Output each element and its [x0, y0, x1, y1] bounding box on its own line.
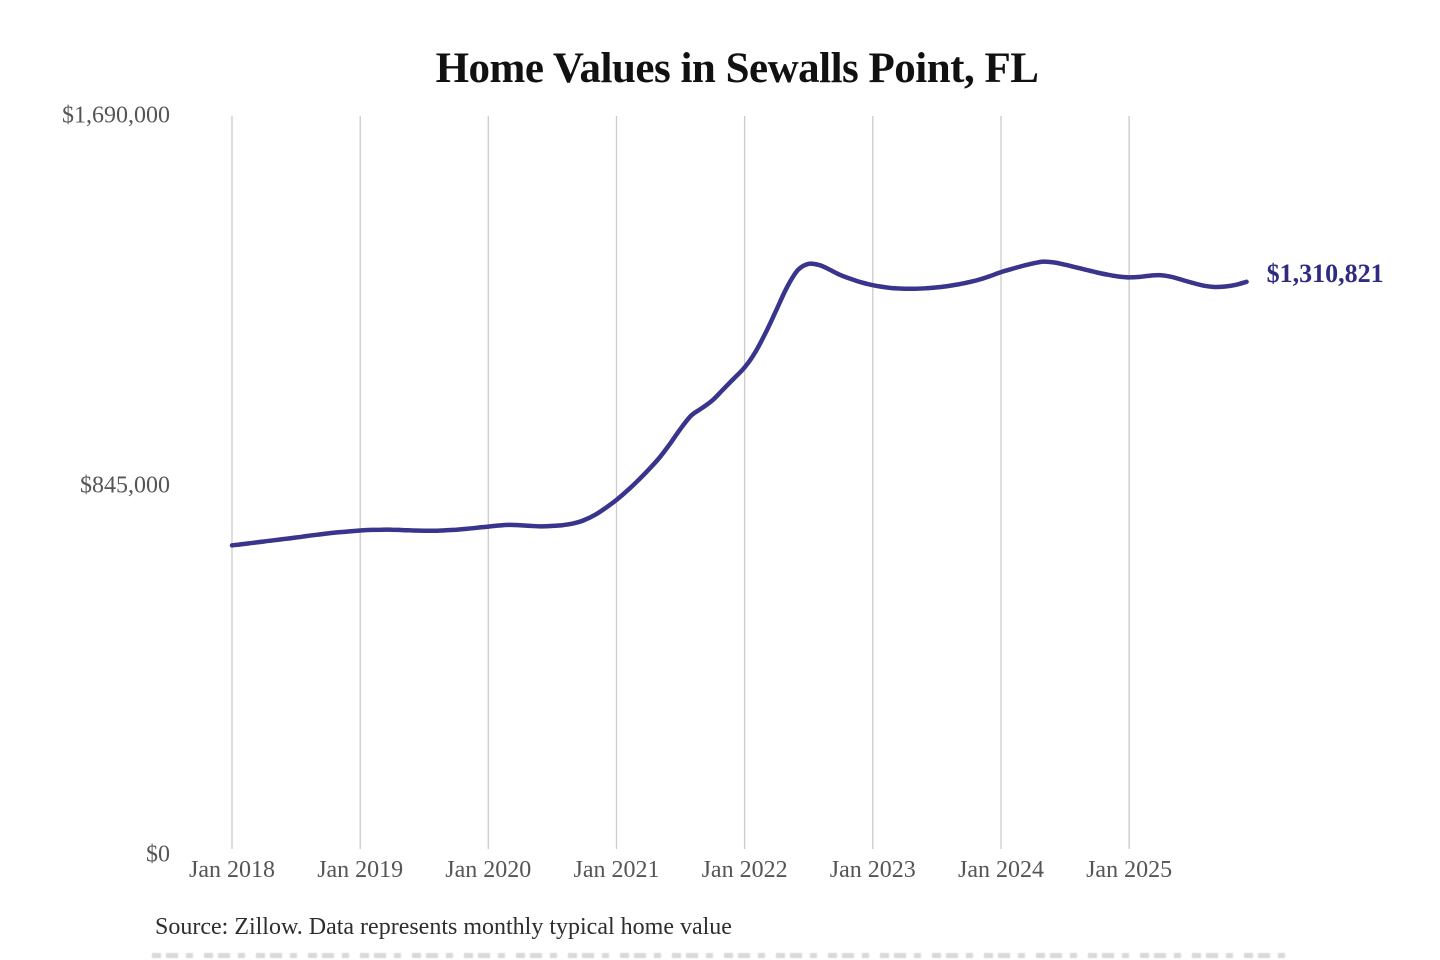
- chart-title: Home Values in Sewalls Point, FL: [435, 45, 1039, 92]
- x-axis-tick-label: Jan 2025: [1086, 857, 1173, 883]
- x-axis-tick-label: Jan 2020: [445, 857, 532, 883]
- source-note: Source: Zillow. Data represents monthly …: [155, 914, 732, 940]
- x-axis-tick-label: Jan 2018: [189, 857, 275, 883]
- x-axis-tick-label: Jan 2023: [829, 857, 916, 883]
- x-axis-tick-label: Jan 2024: [958, 857, 1044, 883]
- x-axis-tick-label: Jan 2019: [317, 857, 404, 883]
- x-axis-tick-label: Jan 2022: [701, 857, 788, 883]
- latest-value-label: $1,310,821: [1266, 258, 1384, 288]
- home-value-line: [229, 259, 1249, 548]
- y-axis-tick-label: $0: [146, 841, 170, 868]
- cropped-text-artifact: [152, 953, 1292, 958]
- x-axis-tick-label: Jan 2021: [573, 857, 660, 883]
- y-axis-tick-label: $1,690,000: [62, 102, 170, 129]
- y-axis-tick-label: $845,000: [80, 472, 170, 498]
